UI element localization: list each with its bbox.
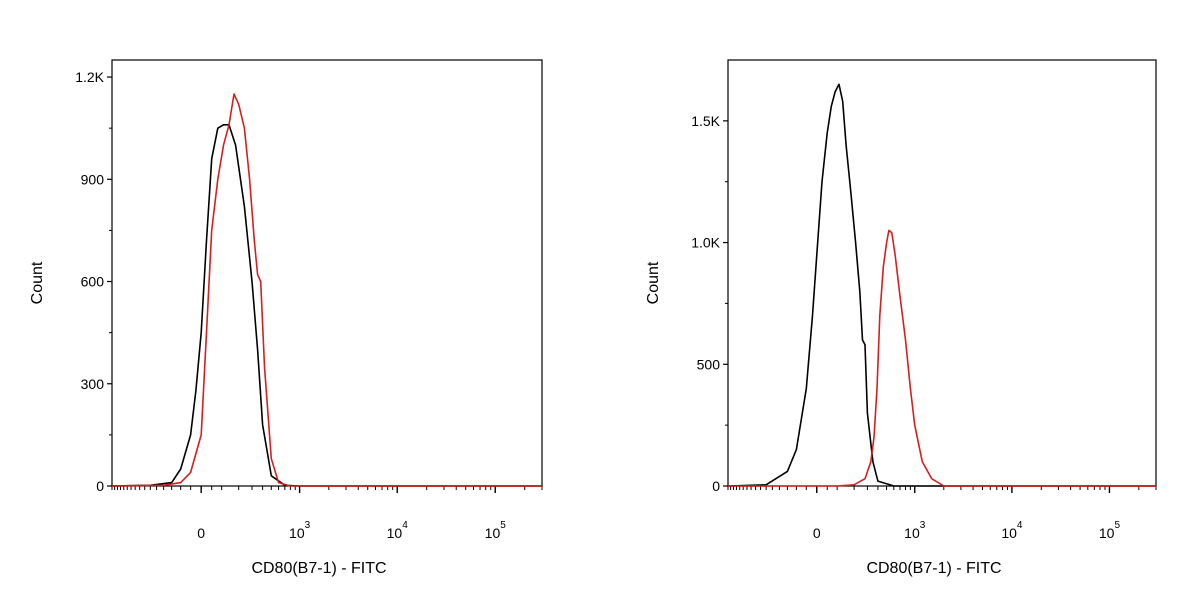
y-tick-label: 1.0K [691,235,720,251]
x-tick-label: 103 [904,520,926,541]
y-tick-label: 1.5K [691,113,720,129]
x-tick-base: 10 [387,525,403,541]
y-tick-label: 0 [96,478,104,494]
y-tick-label: 600 [81,274,105,290]
x-tick-exponent: 3 [920,520,926,531]
x-tick-base: 10 [1099,525,1115,541]
y-axis-label: Count [29,261,46,304]
x-tick-label: 104 [1001,520,1023,541]
x-axis-label: CD80(B7-1) - FITC [251,560,386,577]
y-axis-label: Count [645,261,662,304]
x-tick-base: 10 [904,525,920,541]
x-tick-exponent: 4 [1017,520,1023,531]
x-tick-label: 104 [387,520,409,541]
x-tick-label: 105 [1099,520,1121,541]
x-tick-base: 0 [197,525,205,541]
plot-frame [727,59,1157,487]
x-tick-base: 10 [485,525,501,541]
x-tick-exponent: 5 [500,520,506,531]
y-tick-label: 1.2K [75,69,104,85]
y-tick-label: 300 [81,376,105,392]
x-tick-label: 0 [197,525,205,541]
plot-frame [111,59,543,487]
x-tick-base: 10 [289,525,305,541]
x-tick-exponent: 5 [1114,520,1120,531]
histogram-line-control [111,124,542,487]
histogram-line-stained [728,229,1156,487]
x-axis-label: CD80(B7-1) - FITC [866,560,1001,577]
x-tick-label: 105 [485,520,507,541]
x-tick-exponent: 3 [305,520,311,531]
y-tick-label: 900 [81,171,105,187]
x-tick-base: 10 [1001,525,1017,541]
y-tick-label: 500 [697,356,721,372]
y-tick-label: 0 [712,478,720,494]
histogram-line-control [727,83,1156,487]
x-tick-exponent: 4 [402,520,408,531]
x-tick-label: 0 [813,525,821,541]
histogram-line-stained [111,93,542,487]
x-tick-base: 0 [813,525,821,541]
x-tick-label: 103 [289,520,311,541]
